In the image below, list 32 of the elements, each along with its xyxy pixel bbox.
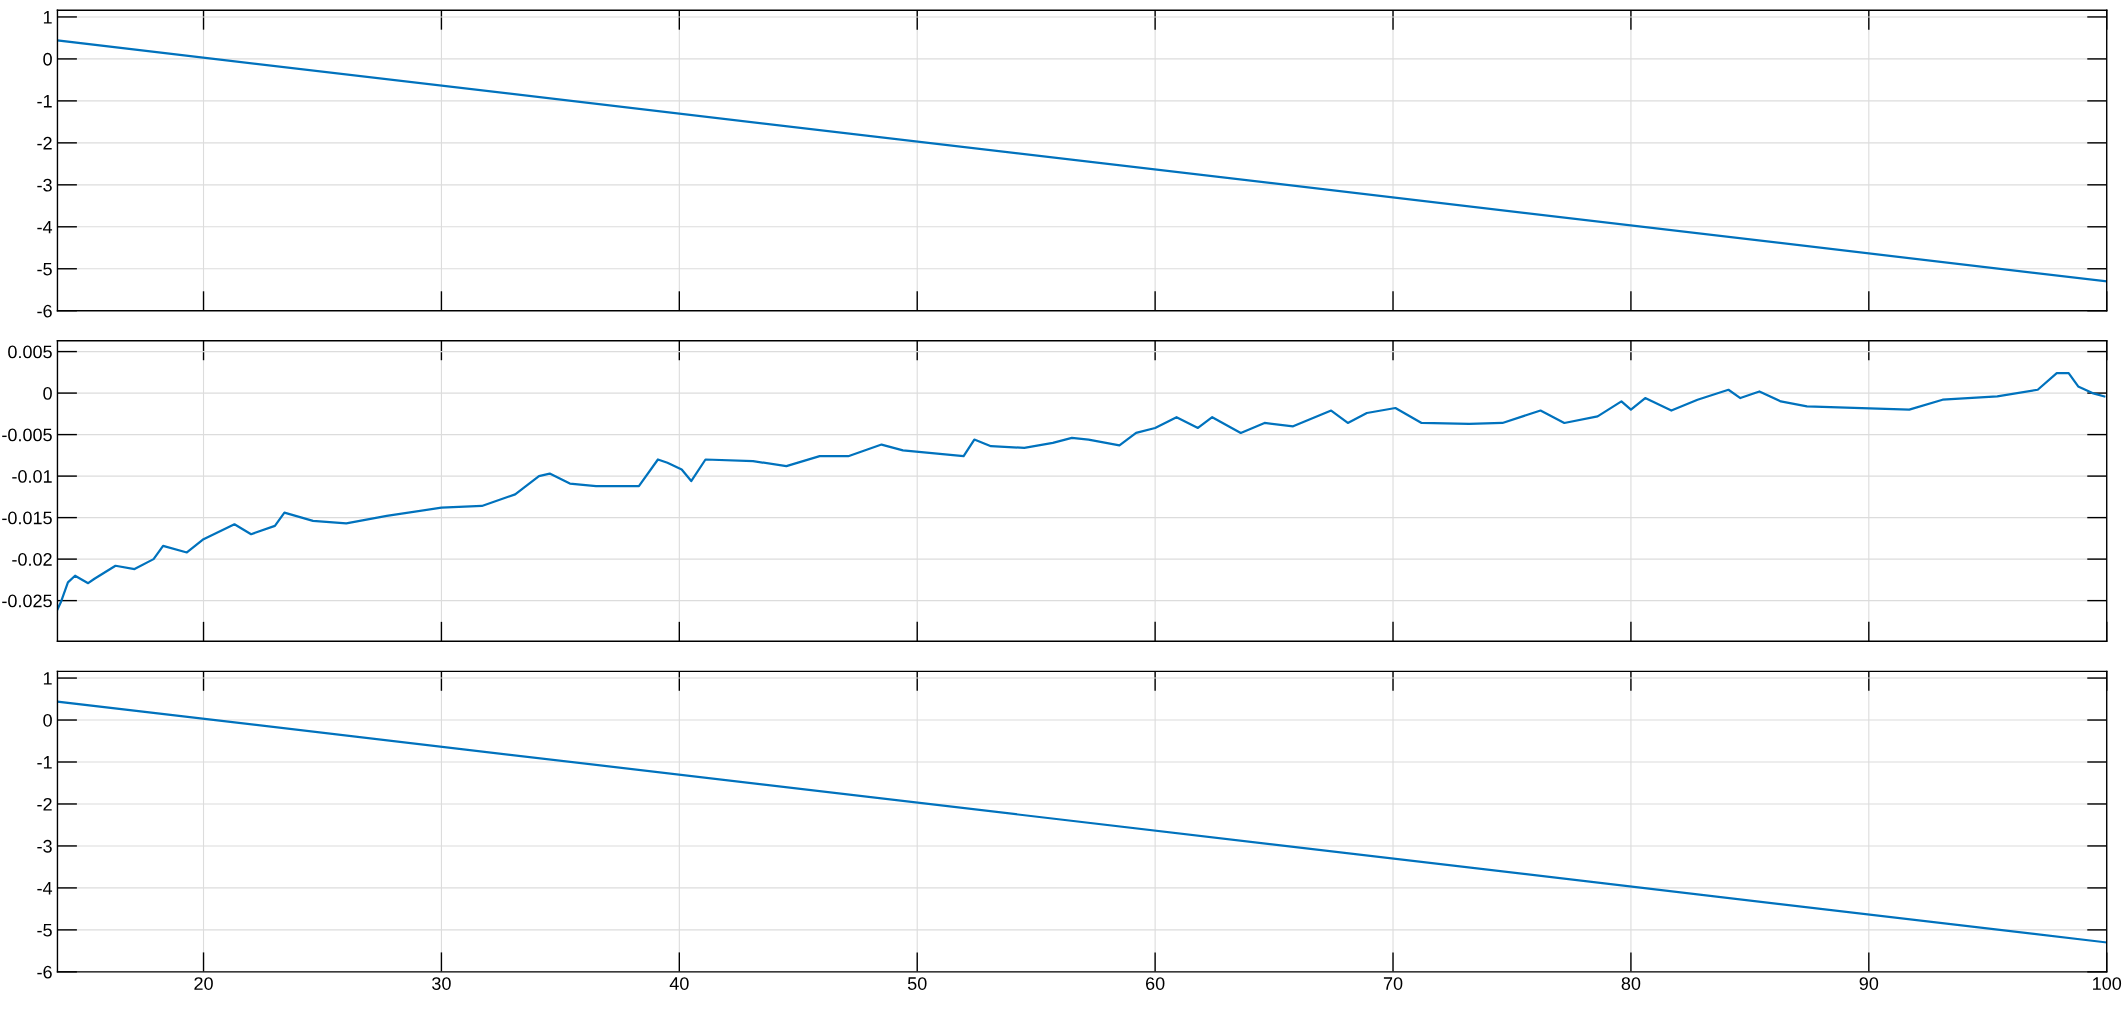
y-tick-label: -0.015 xyxy=(2,511,52,525)
y-tick-label: -3 xyxy=(37,839,52,853)
y-tick-label: -2 xyxy=(37,136,52,150)
y-tick-label: -1 xyxy=(37,95,52,108)
x-tick-label: 80 xyxy=(1621,977,1641,990)
y-tick-label: 0 xyxy=(43,387,52,400)
x-tick-label: 20 xyxy=(194,977,213,990)
y-tick-label: -5 xyxy=(37,924,52,937)
y-tick-label: -6 xyxy=(37,304,52,318)
y-tick-label: -4 xyxy=(37,220,53,234)
y-tick-label: -5 xyxy=(37,262,52,276)
y-tick-label: -2 xyxy=(37,797,52,811)
y-tick-label: -0.025 xyxy=(2,594,52,608)
x-tick-label: 50 xyxy=(907,977,927,990)
y-tick-label: 0 xyxy=(43,52,52,66)
y-tick-label: -1 xyxy=(37,756,52,769)
x-tick-label: 100 xyxy=(2093,977,2122,990)
x-tick-label: 70 xyxy=(1383,977,1403,990)
y-tick-label: 0 xyxy=(43,713,52,727)
x-tick-label: 30 xyxy=(432,977,451,990)
y-tick-label: 0.005 xyxy=(8,345,52,359)
x-tick-label: 40 xyxy=(669,977,689,990)
y-tick-label: -3 xyxy=(37,178,52,192)
y-tick-label: -0.02 xyxy=(12,553,52,566)
x-tick-label: 60 xyxy=(1146,977,1165,990)
y-tick-label: -4 xyxy=(37,882,53,895)
y-tick-label: -0.005 xyxy=(2,428,52,442)
y-tick-label: -0.01 xyxy=(12,470,52,483)
y-tick-label: -6 xyxy=(37,965,52,979)
y-tick-label: 1 xyxy=(43,11,52,24)
y-tick-label: 1 xyxy=(43,672,52,685)
x-tick-label: 90 xyxy=(1859,977,1879,990)
